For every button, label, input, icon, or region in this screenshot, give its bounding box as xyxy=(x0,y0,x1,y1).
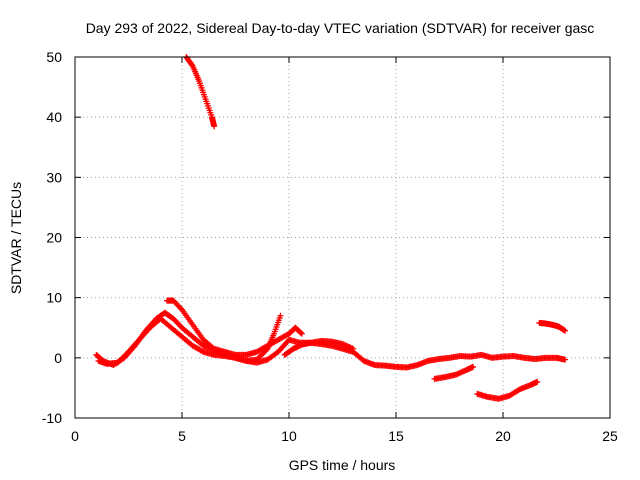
x-tick-label: 20 xyxy=(495,428,511,444)
series-track-2 xyxy=(93,309,292,369)
data-point xyxy=(562,327,569,334)
y-tick-label: 10 xyxy=(46,290,62,306)
series-track-8 xyxy=(474,378,541,402)
y-axis-label: SDTVAR / TECUs xyxy=(8,182,24,294)
series-track-3 xyxy=(164,297,305,358)
data-point xyxy=(298,330,305,337)
data-point xyxy=(188,61,195,68)
x-tick-label: 0 xyxy=(71,428,79,444)
data-point xyxy=(534,378,541,385)
plot-frame xyxy=(74,56,611,419)
data-point xyxy=(277,312,284,319)
x-tick-label: 5 xyxy=(178,428,186,444)
series-track-9 xyxy=(536,319,569,334)
chart-title: Day 293 of 2022, Sidereal Day-to-day VTE… xyxy=(86,20,595,36)
y-tick-label: 40 xyxy=(46,109,62,125)
x-tick-label: 10 xyxy=(281,428,297,444)
y-tick-label: 30 xyxy=(46,169,62,185)
x-tick-label: 15 xyxy=(388,428,404,444)
data-point xyxy=(177,305,184,312)
grid-lines xyxy=(75,57,610,418)
x-tick-label: 25 xyxy=(602,428,618,444)
series-track-7 xyxy=(431,363,477,382)
data-point xyxy=(298,330,305,337)
data-point xyxy=(199,348,206,355)
data-point xyxy=(350,345,357,352)
y-tick-label: 20 xyxy=(46,230,62,246)
series-track-4 xyxy=(286,336,569,371)
series-track-6 xyxy=(183,54,218,130)
series-track-5 xyxy=(281,337,357,358)
data-points xyxy=(93,54,569,402)
data-point xyxy=(562,356,569,363)
y-tick-label: -10 xyxy=(42,410,62,426)
data-point xyxy=(211,123,218,130)
y-tick-label: 0 xyxy=(54,350,62,366)
x-axis-label: GPS time / hours xyxy=(289,457,396,473)
data-point xyxy=(470,363,477,370)
y-tick-label: 50 xyxy=(46,49,62,65)
axis-ticks: 0 5 10 15 20 25 -10 0 10 20 30 40 50 xyxy=(42,49,618,444)
